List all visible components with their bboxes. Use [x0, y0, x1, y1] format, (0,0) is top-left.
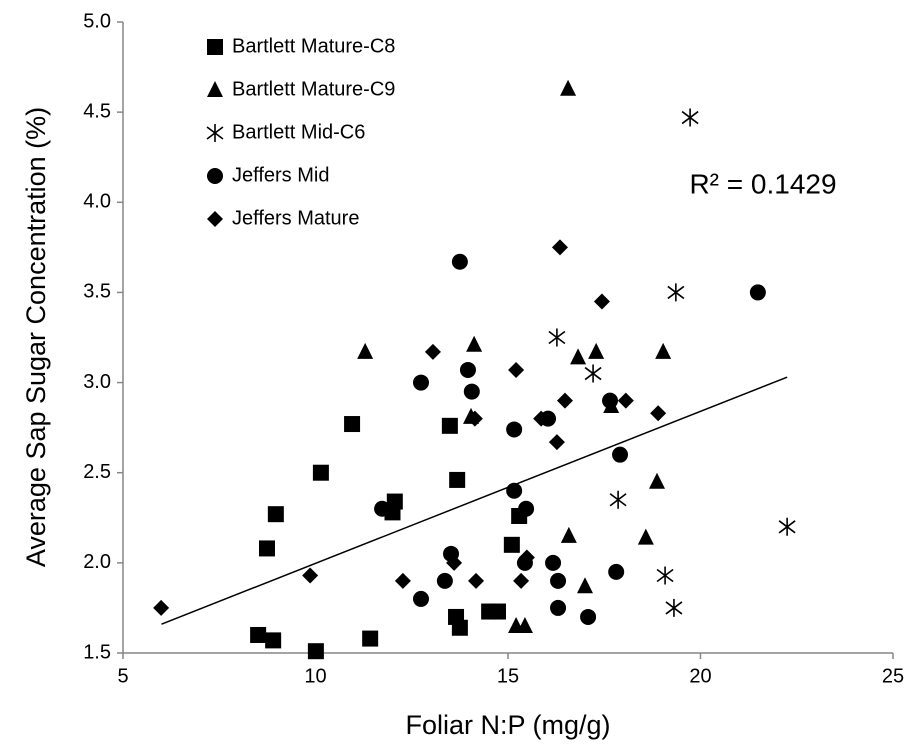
y-axis-title: Average Sap Sugar Concentration (%) [21, 107, 51, 567]
point [312, 464, 329, 481]
point [617, 392, 634, 409]
point [153, 599, 170, 616]
legend-marker [206, 124, 224, 142]
y-tick-label: 3.5 [83, 281, 111, 303]
point [602, 392, 619, 409]
point [548, 434, 565, 451]
y-tick-label: 4.0 [83, 191, 111, 213]
point [441, 417, 458, 434]
point [516, 616, 533, 633]
legend-label: Jeffers Mid [232, 164, 329, 186]
point [648, 472, 665, 489]
legend-marker [207, 39, 223, 55]
trendline [161, 376, 788, 625]
point [612, 446, 629, 463]
point [588, 342, 605, 359]
point [778, 517, 796, 536]
point [412, 590, 429, 607]
point [550, 599, 567, 616]
point [449, 471, 466, 488]
point [665, 598, 683, 617]
r-squared: R² = 0.1429 [689, 168, 836, 199]
y-tick-label: 1.5 [83, 641, 111, 663]
point [655, 342, 672, 359]
point [374, 500, 391, 517]
y-tick-label: 3.0 [83, 371, 111, 393]
legend-marker [207, 168, 223, 184]
point [518, 500, 535, 517]
y-tick-label: 2.5 [83, 461, 111, 483]
point [584, 364, 602, 383]
point [577, 577, 593, 594]
point [267, 506, 284, 523]
point [608, 563, 625, 580]
point [551, 239, 568, 256]
point [466, 335, 483, 352]
point [650, 405, 667, 422]
point [436, 572, 453, 589]
point [593, 293, 610, 310]
point [609, 490, 627, 509]
y-tick-label: 2.0 [83, 551, 111, 573]
point [556, 392, 573, 409]
point [506, 482, 523, 499]
point [560, 79, 577, 96]
point [258, 540, 275, 557]
point [250, 626, 267, 643]
point [307, 643, 324, 660]
point [506, 421, 523, 438]
point [446, 554, 463, 571]
point [667, 283, 685, 302]
legend-label: Bartlett Mature-C8 [232, 35, 395, 57]
point [508, 361, 525, 378]
x-tick-label: 15 [497, 665, 519, 687]
point [637, 528, 654, 545]
legend-label: Bartlett Mid-C6 [232, 121, 365, 143]
point [503, 536, 520, 553]
y-tick-label: 5.0 [83, 10, 111, 32]
y-tick-label: 4.5 [83, 100, 111, 122]
point [570, 348, 587, 365]
point [545, 554, 562, 571]
point [489, 603, 506, 620]
point [357, 342, 374, 359]
point [424, 343, 441, 360]
point [533, 410, 550, 427]
point [560, 526, 577, 543]
point [513, 572, 530, 589]
point [548, 328, 566, 347]
legend-label: Bartlett Mature-C9 [232, 78, 395, 100]
point [451, 619, 468, 636]
point [466, 410, 483, 427]
point [518, 549, 535, 566]
x-tick-label: 20 [689, 665, 711, 687]
point [681, 108, 699, 127]
point [459, 361, 476, 378]
point [386, 493, 403, 510]
legend-marker [207, 81, 223, 97]
point [362, 630, 379, 647]
point [550, 572, 567, 589]
point [749, 284, 766, 301]
point [468, 572, 485, 589]
point [656, 566, 674, 585]
x-tick-label: 10 [304, 665, 326, 687]
x-tick-label: 5 [117, 665, 128, 687]
point [412, 374, 429, 391]
x-tick-label: 25 [882, 665, 904, 687]
point [580, 608, 597, 625]
point [302, 567, 319, 584]
point [344, 416, 361, 433]
point [265, 632, 282, 649]
legend-marker [207, 211, 223, 227]
point [451, 253, 468, 270]
point [463, 383, 480, 400]
legend-label: Jeffers Mature [232, 207, 359, 229]
x-axis-title: Foliar N:P (mg/g) [405, 710, 610, 740]
point [394, 572, 411, 589]
